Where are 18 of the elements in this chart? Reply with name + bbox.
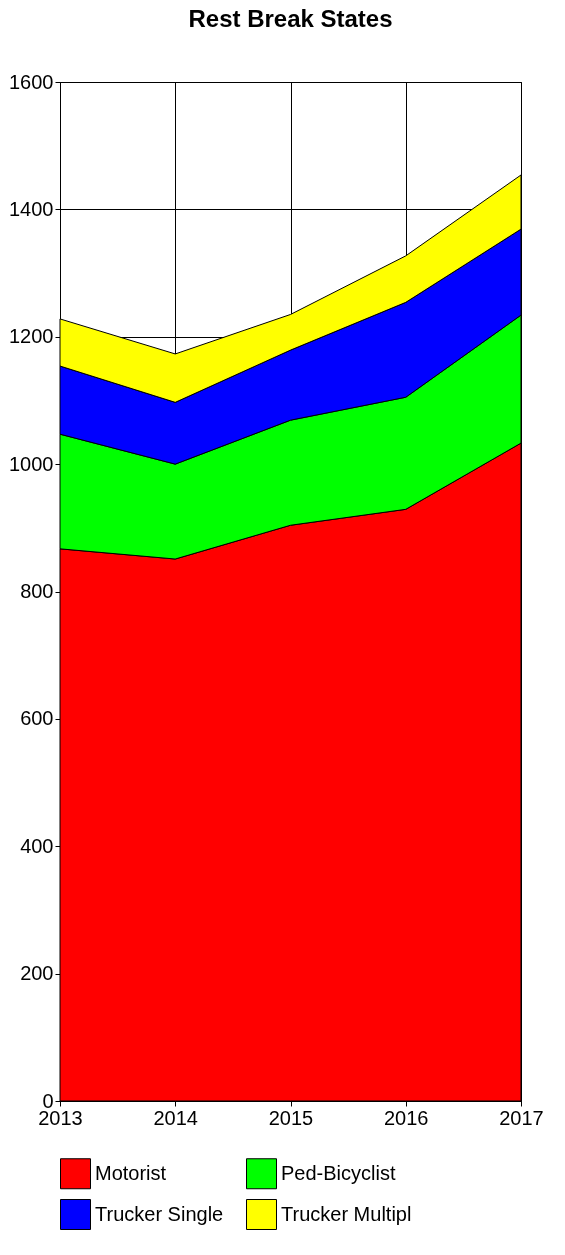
y-tick-label: 1600 bbox=[9, 70, 54, 93]
legend-label: Trucker Multipl bbox=[281, 1202, 412, 1225]
x-tick-label: 2014 bbox=[153, 1106, 198, 1129]
legend-label: Trucker Single bbox=[95, 1202, 224, 1225]
x-tick-label: 2017 bbox=[499, 1106, 544, 1129]
y-tick-label: 600 bbox=[20, 707, 54, 730]
x-tick-label: 2016 bbox=[384, 1106, 429, 1129]
y-tick-label: 1200 bbox=[9, 325, 54, 348]
x-tick-label: 2015 bbox=[268, 1106, 314, 1129]
y-tick-label: 1400 bbox=[9, 197, 54, 220]
chart-title: Rest Break States bbox=[188, 5, 393, 32]
y-tick-label: 400 bbox=[20, 834, 54, 857]
y-tick-label: 800 bbox=[20, 580, 54, 602]
legend-label: Motorist bbox=[95, 1161, 167, 1184]
y-tick-label: 0 bbox=[42, 1089, 54, 1112]
y-tick-label: 1000 bbox=[9, 452, 54, 475]
legend-label: Ped-Bicyclist bbox=[281, 1161, 396, 1184]
y-tick-label: 200 bbox=[20, 962, 54, 985]
